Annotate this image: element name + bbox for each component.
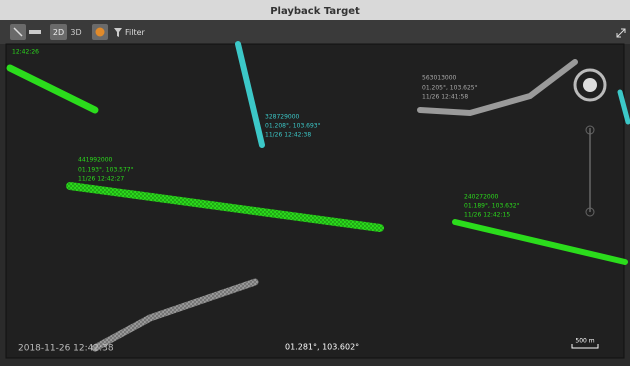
track-label: 328729000	[265, 114, 300, 121]
track-label: 01.189°, 103.632°	[464, 203, 520, 210]
track-label: 01.208°, 103.693°	[265, 123, 321, 130]
title-bar	[0, 0, 630, 20]
select-icon	[13, 27, 23, 37]
fullscreen-button[interactable]	[616, 28, 626, 38]
track-label: 01.205°, 103.625°	[422, 85, 478, 92]
zoom-in[interactable]	[585, 125, 595, 135]
track-line	[617, 89, 630, 125]
track-label: 240272000	[464, 194, 499, 201]
tracks	[6, 41, 630, 352]
track-line	[6, 64, 99, 114]
scale-label: 500 m	[575, 338, 594, 345]
track-line	[235, 41, 265, 148]
scale-bar	[571, 344, 599, 349]
track-label: 563013000	[422, 75, 457, 82]
track-line	[417, 59, 578, 117]
track-label: 11/26 12:42:38	[265, 132, 311, 139]
track-label: 11/26 12:41:58	[422, 94, 468, 101]
zoom-out[interactable]	[585, 207, 595, 217]
nav-compass[interactable]	[573, 68, 607, 102]
track-label: 01.193°, 103.577°	[78, 167, 134, 174]
map-view	[5, 43, 625, 359]
measure-tool[interactable]	[29, 30, 41, 34]
filter-button[interactable]: Filter	[125, 28, 146, 37]
track-texture	[66, 182, 384, 232]
mode-2d-label: 2D	[53, 28, 64, 37]
mode-2d-button[interactable]	[50, 24, 67, 40]
track-label: 11/26 12:42:15	[464, 212, 510, 219]
track-label: 12:42:26	[12, 49, 39, 56]
track-line	[452, 219, 628, 265]
nav-pan[interactable]	[583, 78, 597, 92]
track-texture	[91, 278, 259, 352]
window-title: Playback Target	[270, 6, 360, 17]
track-label: 11/26 12:42:27	[78, 176, 124, 183]
filter-icon	[114, 28, 122, 37]
cursor-coordinates: 01.281°, 103.602°	[285, 343, 359, 352]
layer-icon	[95, 27, 105, 37]
track-label: 441992000	[78, 157, 113, 164]
mode-3d-button[interactable]: 3D	[70, 28, 81, 37]
playback-time: 2018-11-26 12:42:38	[18, 344, 114, 354]
